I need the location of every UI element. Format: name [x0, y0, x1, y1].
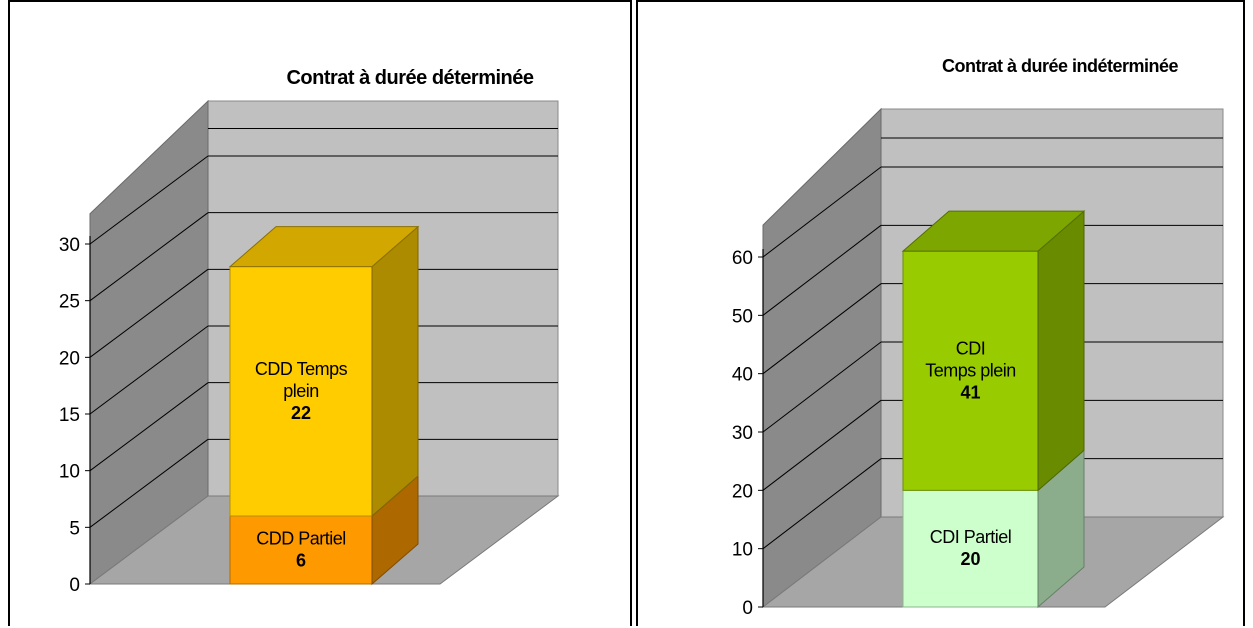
gridline-side	[762, 341, 882, 433]
gridline-side	[762, 224, 882, 316]
gridline-side	[89, 268, 209, 358]
gridline-side	[762, 458, 882, 550]
data-label-value: 20	[960, 549, 980, 569]
y-tick-label: 25	[59, 292, 80, 313]
chart-title: Contrat à durée indéterminée	[942, 56, 1179, 76]
gridline-side	[762, 283, 882, 375]
bar-side-1	[371, 225, 419, 518]
y-tick-label: 5	[69, 518, 80, 539]
bar-front-1	[229, 266, 373, 517]
data-label-name: CDI Partiel	[930, 527, 1012, 547]
y-tick-label: 10	[59, 462, 80, 483]
y-tick-label: 30	[59, 235, 80, 256]
gridline-side	[762, 399, 882, 491]
data-label-value: 41	[960, 382, 980, 402]
gridline-side	[89, 212, 209, 302]
bar-front-0	[902, 489, 1039, 608]
chart-title: Contrat à durée déterminée	[286, 67, 533, 89]
bar-front-0	[229, 515, 373, 585]
bar-top-1	[901, 210, 1086, 252]
gridline-side	[89, 325, 209, 415]
bar-side-1	[1037, 210, 1085, 492]
data-label-value: 6	[296, 551, 306, 571]
y-tick-label: 50	[732, 306, 753, 327]
y-tick-label: 60	[732, 248, 753, 269]
y-tick-label: 15	[59, 405, 80, 426]
y-tick-label: 0	[69, 575, 80, 596]
y-tick-label: 40	[732, 365, 753, 386]
chart-panel-cdd: 0 5 10 15 20 25 30 CDD Partiel 6 CDD Temps plein 22…	[8, 0, 632, 626]
y-tick-label: 30	[732, 423, 753, 444]
y-tick-label: 20	[732, 481, 753, 502]
bar-front-1	[902, 250, 1039, 491]
data-label-value: 22	[291, 403, 311, 423]
gridline-side	[762, 166, 882, 258]
gridline-side	[89, 155, 209, 245]
chart-panel-cdi: 0 10 20 30 40 50 60 CDI Partiel 20 CDI Temps plein…	[636, 0, 1245, 626]
y-tick-label: 20	[59, 348, 80, 369]
y-tick-label: 0	[742, 598, 753, 619]
data-label-name: CDD Partiel	[256, 529, 346, 549]
gridline-side	[89, 438, 209, 528]
data-label-name: CDI Temps plein	[925, 338, 1016, 380]
data-label-name: CDD Temps plein	[255, 359, 348, 401]
y-tick-label: 10	[732, 540, 753, 561]
gridline-side	[89, 382, 209, 472]
bar-top-1	[228, 226, 420, 268]
